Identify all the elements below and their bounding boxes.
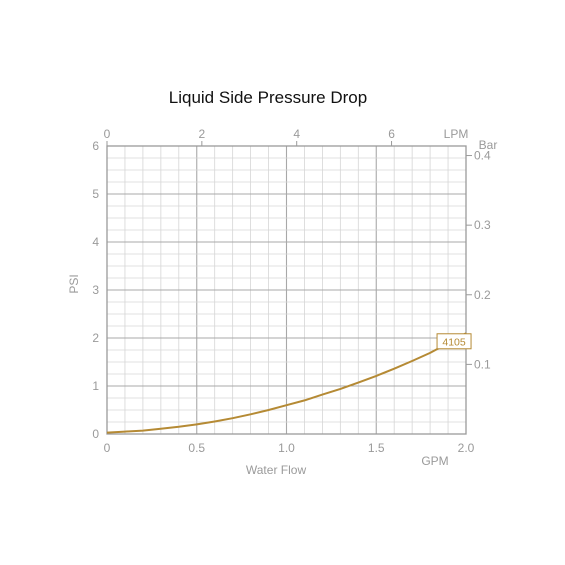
y-tick-label: 1 — [92, 379, 99, 393]
chart-title: Liquid Side Pressure Drop — [169, 88, 367, 107]
y-tick-label: 5 — [92, 187, 99, 201]
y-tick-label: 2 — [92, 331, 99, 345]
y-tick-label: 4 — [92, 235, 99, 249]
x-axis-label: Water Flow — [246, 463, 307, 477]
y-tick-label: 0 — [92, 427, 99, 441]
series-tag-box — [436, 333, 472, 350]
secondary-y-tick-label: 0.2 — [474, 288, 491, 302]
secondary-y-tick-label: 0.1 — [474, 357, 491, 371]
secondary-x-tick-label: 0 — [104, 127, 111, 141]
secondary-y-tick-label: 0.3 — [474, 218, 491, 232]
secondary-x-tick-label: 6 — [388, 127, 395, 141]
series-tag: 4105 — [436, 333, 472, 350]
x-tick-label: 0 — [104, 441, 111, 455]
secondary-x-tick-label: 2 — [199, 127, 206, 141]
secondary-y-unit-label: Bar — [479, 138, 498, 152]
y-axis-label: PSI — [67, 274, 81, 293]
x-tick-label: 0.5 — [188, 441, 205, 455]
secondary-x-tick-label: 4 — [293, 127, 300, 141]
x-tick-label: 1.5 — [368, 441, 385, 455]
grid — [107, 146, 466, 434]
secondary-y-tick-label: 0.4 — [474, 149, 491, 163]
x-tick-label: 1.0 — [278, 441, 295, 455]
x-unit-label: GPM — [421, 454, 448, 468]
series-tag-label: 4105 — [442, 336, 466, 348]
series-line — [106, 332, 467, 434]
y-tick-label: 6 — [92, 139, 99, 153]
x-tick-label: 2.0 — [458, 441, 475, 455]
secondary-x-unit-label: LPM — [444, 127, 469, 141]
plot-frame — [106, 145, 467, 435]
y-tick-label: 3 — [92, 283, 99, 297]
series-group: 4105 — [106, 332, 472, 434]
